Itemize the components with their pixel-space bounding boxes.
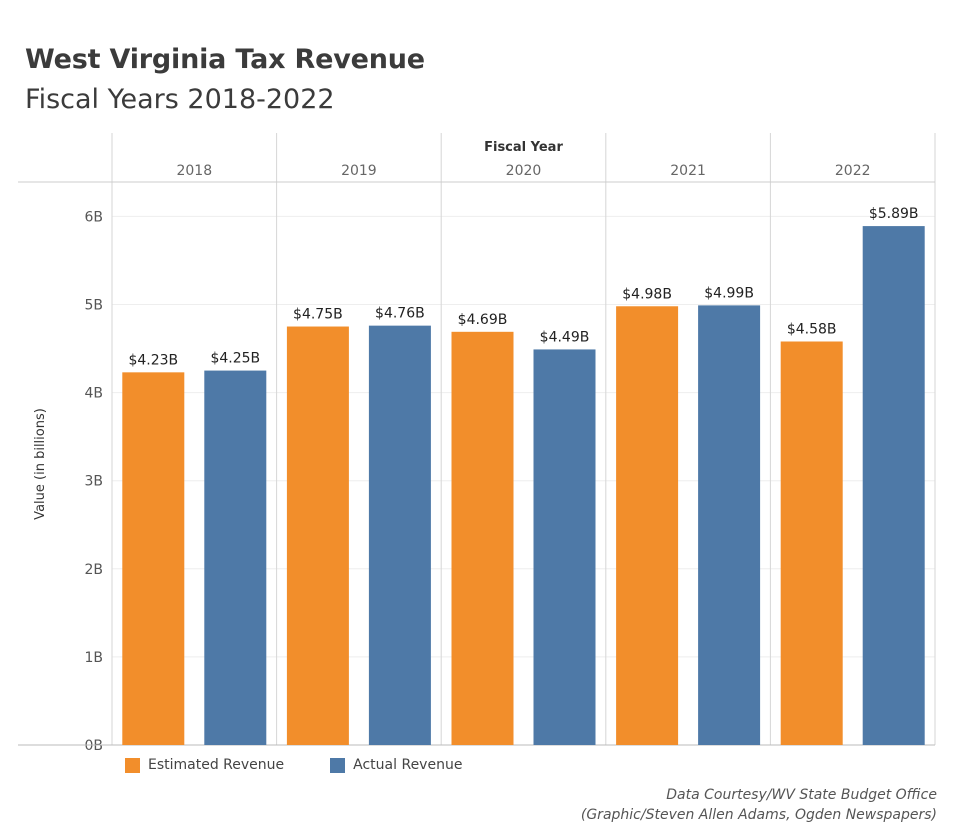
y-tick-label: 0B [84, 738, 103, 754]
legend-item-estimated[interactable]: Estimated Revenue [125, 757, 284, 773]
legend-label-actual: Actual Revenue [353, 757, 463, 773]
bar [698, 305, 761, 745]
bar [451, 331, 514, 745]
data-label: $4.99B [704, 285, 754, 301]
data-label: $4.58B [787, 322, 837, 338]
bar [286, 326, 349, 745]
y-tick-label: 5B [84, 298, 103, 314]
y-tick-label: 2B [84, 562, 103, 578]
data-label: $4.23B [128, 352, 178, 368]
chart-subtitle: Fiscal Years 2018-2022 [25, 84, 335, 115]
data-label: $4.98B [622, 286, 672, 302]
credit-graphic: (Graphic/Steven Allen Adams, Ogden Newsp… [580, 807, 937, 823]
bar [533, 349, 596, 745]
bar [368, 325, 431, 745]
bar [862, 226, 925, 745]
legend-swatch-estimated [125, 757, 140, 773]
category-label: 2021 [670, 163, 706, 179]
y-tick-label: 6B [84, 209, 103, 225]
legend-swatch-actual [330, 757, 346, 773]
credit-data-source: Data Courtesy/WV State Budget Office [666, 787, 937, 803]
category-label: 2020 [506, 163, 542, 179]
credits: Data Courtesy/WV State Budget Office (Gr… [581, 785, 937, 825]
data-label: $4.25B [210, 351, 260, 367]
bar [204, 370, 267, 745]
y-tick-label: 4B [84, 386, 103, 402]
data-label: $5.89B [869, 206, 919, 222]
bar [780, 341, 843, 745]
legend-label-estimated: Estimated Revenue [148, 757, 285, 773]
category-label: 2022 [835, 163, 871, 179]
data-label: $4.49B [540, 329, 590, 345]
y-tick-label: 3B [84, 474, 103, 490]
bar [122, 372, 185, 745]
y-tick-label: 1B [84, 650, 103, 666]
bar [616, 306, 679, 745]
data-label: $4.76B [375, 306, 425, 322]
category-label: 2018 [176, 163, 212, 179]
x-axis-title: Fiscal Year [484, 140, 563, 155]
chart-title: West Virginia Tax Revenue [25, 44, 425, 75]
data-label: $4.75B [293, 307, 343, 323]
legend: Estimated Revenue Actual Revenue [125, 757, 462, 773]
category-label: 2019 [341, 163, 377, 179]
legend-item-actual[interactable]: Actual Revenue [330, 757, 462, 773]
y-axis-title: Value (in billions) [33, 408, 48, 520]
data-label: $4.69B [458, 312, 508, 328]
